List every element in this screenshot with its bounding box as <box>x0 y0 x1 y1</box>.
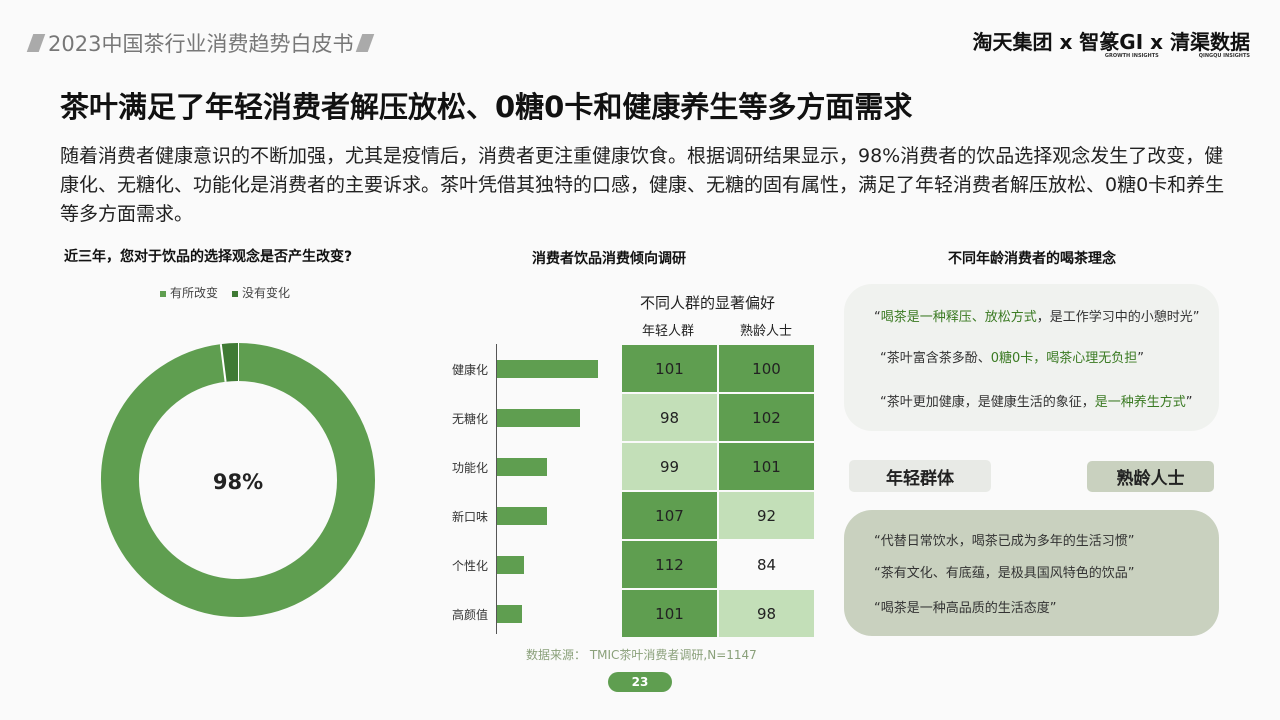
donut-center-label: 98% <box>212 470 264 494</box>
young-group-label: 年轻群体 <box>849 460 991 492</box>
table-cell: 98 <box>622 394 717 441</box>
bar <box>497 556 524 574</box>
logo-sub: QINGQU INSIGHTS <box>1198 53 1250 59</box>
quote: “喝茶是一种释压、放松方式，是工作学习中的小憩时光” <box>874 310 1200 325</box>
slice-separator <box>219 343 227 382</box>
table-cell: 112 <box>622 541 717 588</box>
legend-item: 没有变化 <box>232 284 290 301</box>
bar-category-label: 功能化 <box>451 461 488 475</box>
quote: “茶有文化、有底蕴，是极具国风特色的饮品” <box>874 566 1135 581</box>
table-cell: 99 <box>622 443 717 490</box>
quote: “茶叶富含茶多酚、0糖0卡，喝茶心理无负担” <box>880 351 1145 366</box>
donut-chart <box>101 343 375 617</box>
bar <box>497 360 598 378</box>
mature-group-label: 熟龄人士 <box>1087 461 1214 492</box>
table-cell: 92 <box>719 492 814 539</box>
report-title-text: 2023中国茶行业消费趋势白皮书 <box>48 32 354 56</box>
mature-quotes-box: “代替日常饮水，喝茶已成为多年的生活习惯” “茶有文化、有底蕴，是极具国风特色的… <box>844 510 1219 636</box>
bar-axis <box>496 344 497 634</box>
report-title: 2023中国茶行业消费趋势白皮书 <box>26 28 375 58</box>
table-cell: 102 <box>719 394 814 441</box>
intro-text: 随着消费者健康意识的不断加强，尤其是疫情后，消费者更注重健康饮食。根据调研结果显… <box>60 145 1225 225</box>
bar-category-label: 高颜值 <box>451 608 488 622</box>
table-cell: 107 <box>622 492 717 539</box>
source-note: 数据来源： TMIC茶叶消费者调研,N=1147 <box>526 648 757 662</box>
col-header: 熟龄人士 <box>740 324 793 339</box>
bar <box>497 409 580 427</box>
bar-category-label: 健康化 <box>451 363 488 377</box>
table-cell: 98 <box>719 590 814 637</box>
donut-legend: 有所改变 没有变化 <box>160 284 290 301</box>
bar-category-label: 无糖化 <box>451 412 488 426</box>
bar <box>497 507 547 525</box>
bar <box>497 458 547 476</box>
bar-category-label: 个性化 <box>451 559 488 573</box>
bar-category-label: 新口味 <box>451 510 488 524</box>
col-header: 年轻人群 <box>642 324 695 339</box>
table-cell: 101 <box>622 590 717 637</box>
donut-slice <box>220 343 239 382</box>
right-title: 不同年龄消费者的喝茶理念 <box>948 251 1116 267</box>
page-number: 23 <box>608 672 672 692</box>
partners-text: 淘天集团 x 智篆GI x 清渠数据 <box>972 30 1250 54</box>
page-title: 茶叶满足了年轻消费者解压放松、0糖0卡和健康养生等多方面需求 <box>60 90 913 124</box>
table-title: 不同人群的显著偏好 <box>640 294 776 312</box>
legend-label: 没有变化 <box>242 286 291 300</box>
donut-title: 近三年，您对于饮品的选择观念是否产生改变? <box>64 249 353 265</box>
partner-logos: 淘天集团 x 智篆GI x 清渠数据 GROWTH INSIGHTS QINGQU… <box>972 26 1250 59</box>
legend-item: 有所改变 <box>160 284 218 301</box>
donut-slice <box>101 343 375 617</box>
legend-label: 有所改变 <box>170 286 219 300</box>
table-cell: 100 <box>719 345 814 392</box>
logo-sub: GROWTH INSIGHTS <box>1104 53 1159 59</box>
table-cell: 84 <box>719 541 814 588</box>
quote: “代替日常饮水，喝茶已成为多年的生活习惯” <box>874 534 1135 549</box>
quote: “喝茶是一种高品质的生活态度” <box>874 601 1057 616</box>
quote: “茶叶更加健康，是健康生活的象征，是一种养生方式” <box>880 395 1193 410</box>
bar <box>497 605 522 623</box>
bar-title: 消费者饮品消费倾向调研 <box>532 251 686 267</box>
young-quotes-box: “喝茶是一种释压、放松方式，是工作学习中的小憩时光” “茶叶富含茶多酚、0糖0卡… <box>844 284 1219 431</box>
table-cell: 101 <box>622 345 717 392</box>
table-cell: 101 <box>719 443 814 490</box>
